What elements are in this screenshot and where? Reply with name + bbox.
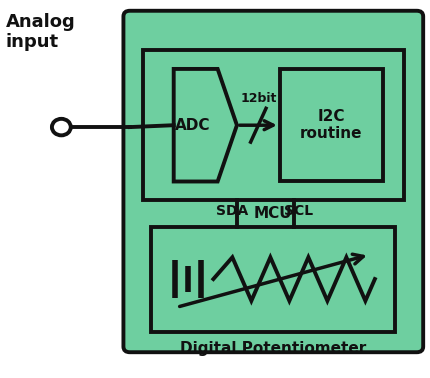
Text: SDA: SDA [216, 204, 248, 218]
Bar [142, 50, 403, 200]
FancyBboxPatch shape [123, 11, 422, 352]
Text: MCU: MCU [253, 206, 292, 221]
Text: SCL: SCL [283, 204, 312, 218]
Text: 12bit: 12bit [240, 91, 276, 105]
Text: I2C
routine: I2C routine [299, 109, 362, 141]
Text: Digital Potentiometer: Digital Potentiometer [180, 341, 366, 356]
Text: ADC: ADC [174, 118, 209, 133]
Text: Analog
input: Analog input [6, 12, 75, 51]
Bar [151, 226, 394, 332]
Bar [279, 69, 381, 181]
